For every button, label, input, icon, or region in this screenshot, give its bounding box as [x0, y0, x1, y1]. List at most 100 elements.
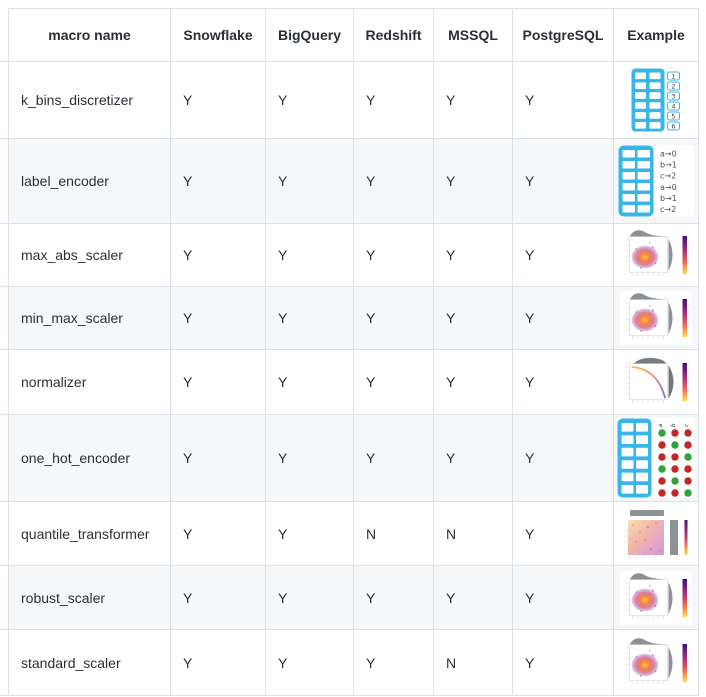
support-cell-postgresql: Y — [512, 502, 613, 565]
table-row-min-max-scaler: min_max_scaler Y Y Y Y Y — [0, 287, 699, 350]
column-header-postgresql: PostgreSQL — [512, 8, 613, 61]
macro-name-cell: k_bins_discretizer — [8, 62, 170, 138]
support-cell-redshift: Y — [353, 630, 433, 695]
macro-name-cell: standard_scaler — [8, 630, 170, 695]
support-cell-mssql: Y — [433, 139, 512, 223]
support-cell-bigquery: Y — [265, 62, 353, 138]
support-cell-bigquery: Y — [265, 415, 353, 501]
support-cell-bigquery: Y — [265, 287, 353, 349]
svg-text:c→2: c→2 — [660, 172, 676, 181]
support-cell-redshift: Y — [353, 350, 433, 414]
example-cell — [613, 630, 699, 695]
support-cell-redshift: Y — [353, 224, 433, 286]
svg-text:b→1: b→1 — [660, 194, 677, 203]
support-cell-snowflake: Y — [170, 62, 265, 138]
table-left-gutter — [0, 566, 8, 629]
table-row-k-bins-discretizer: k_bins_discretizer Y Y Y Y Y 1 2 3 4 5 6 — [0, 62, 699, 139]
support-cell-postgresql: Y — [512, 62, 613, 138]
table-left-gutter — [0, 415, 8, 501]
table-left-gutter — [0, 350, 8, 414]
column-header-macro-name: macro name — [8, 8, 170, 61]
support-cell-postgresql: Y — [512, 224, 613, 286]
table-row-max-abs-scaler: max_abs_scaler Y Y Y Y Y — [0, 224, 699, 287]
svg-text:5: 5 — [671, 112, 675, 120]
normalizer-curve-icon — [620, 355, 692, 409]
support-cell-redshift: Y — [353, 139, 433, 223]
jointplot-icon — [620, 228, 692, 282]
label-mapping-icon: a→0 b→1 c→2 a→0 b→1 c→2 — [618, 145, 694, 217]
column-header-bigquery: BigQuery — [265, 8, 353, 61]
jointplot-icon — [620, 570, 692, 625]
support-cell-mssql: Y — [433, 287, 512, 349]
support-cell-bigquery: Y — [265, 566, 353, 629]
svg-text:b→1: b→1 — [660, 161, 677, 170]
support-cell-mssql: N — [433, 630, 512, 695]
support-cell-postgresql: Y — [512, 139, 613, 223]
support-cell-redshift: Y — [353, 415, 433, 501]
support-cell-bigquery: Y — [265, 139, 353, 223]
support-cell-snowflake: Y — [170, 502, 265, 565]
support-cell-redshift: N — [353, 502, 433, 565]
table-body: k_bins_discretizer Y Y Y Y Y 1 2 3 4 5 6 label_encod… — [0, 62, 699, 696]
svg-text:6: 6 — [671, 122, 675, 130]
table-left-gutter — [0, 224, 8, 286]
example-cell — [613, 224, 699, 286]
jointplot-icon — [620, 291, 692, 345]
support-cell-mssql: Y — [433, 350, 512, 414]
example-cell: 1 2 3 4 5 6 — [613, 62, 699, 138]
support-cell-snowflake: Y — [170, 415, 265, 501]
table-header: macro name Snowflake BigQuery Redshift MSSQL… — [0, 8, 699, 62]
macro-name-cell: one_hot_encoder — [8, 415, 170, 501]
table-row-robust-scaler: robust_scaler Y Y Y Y Y — [0, 566, 699, 630]
macro-name-cell: quantile_transformer — [8, 502, 170, 565]
macro-name-cell: normalizer — [8, 350, 170, 414]
support-cell-bigquery: Y — [265, 224, 353, 286]
table-left-gutter — [0, 630, 8, 695]
table-left-gutter — [0, 502, 8, 565]
table-row-normalizer: normalizer Y Y Y Y Y — [0, 350, 699, 415]
support-cell-postgresql: Y — [512, 350, 613, 414]
support-cell-mssql: Y — [433, 415, 512, 501]
kbins-table-icon: 1 2 3 4 5 6 — [631, 68, 681, 132]
table-row-quantile-transformer: quantile_transformer Y Y N N Y — [0, 502, 699, 566]
support-cell-mssql: Y — [433, 62, 512, 138]
macro-name-cell: min_max_scaler — [8, 287, 170, 349]
macro-name-cell: max_abs_scaler — [8, 224, 170, 286]
macro-name-cell: robust_scaler — [8, 566, 170, 629]
column-header-snowflake: Snowflake — [170, 8, 265, 61]
support-cell-redshift: Y — [353, 62, 433, 138]
macros-support-table: macro name Snowflake BigQuery Redshift MSSQL… — [0, 8, 699, 696]
support-cell-mssql: Y — [433, 224, 512, 286]
support-cell-redshift: Y — [353, 566, 433, 629]
example-cell — [613, 287, 699, 349]
support-cell-postgresql: Y — [512, 630, 613, 695]
support-cell-redshift: Y — [353, 287, 433, 349]
svg-text:a→0: a→0 — [660, 150, 677, 159]
support-cell-bigquery: Y — [265, 502, 353, 565]
example-cell — [613, 502, 699, 565]
svg-text:c: c — [683, 423, 691, 429]
svg-text:1: 1 — [671, 72, 675, 80]
header-row: macro name Snowflake BigQuery Redshift MSSQL… — [0, 8, 699, 62]
jointplot-icon — [620, 635, 692, 690]
svg-text:2: 2 — [671, 82, 675, 90]
svg-text:c→2: c→2 — [660, 205, 676, 214]
column-header-mssql: MSSQL — [433, 8, 512, 61]
table-left-gutter — [0, 62, 8, 138]
support-cell-snowflake: Y — [170, 224, 265, 286]
support-cell-postgresql: Y — [512, 566, 613, 629]
table-row-standard-scaler: standard_scaler Y Y Y N Y — [0, 630, 699, 696]
svg-text:3: 3 — [671, 92, 675, 100]
support-cell-snowflake: Y — [170, 566, 265, 629]
table-left-gutter — [0, 8, 8, 61]
support-cell-mssql: N — [433, 502, 512, 565]
support-cell-snowflake: Y — [170, 287, 265, 349]
example-cell — [613, 566, 699, 629]
support-cell-mssql: Y — [433, 566, 512, 629]
macro-name-cell: label_encoder — [8, 139, 170, 223]
support-cell-postgresql: Y — [512, 415, 613, 501]
support-cell-snowflake: Y — [170, 630, 265, 695]
